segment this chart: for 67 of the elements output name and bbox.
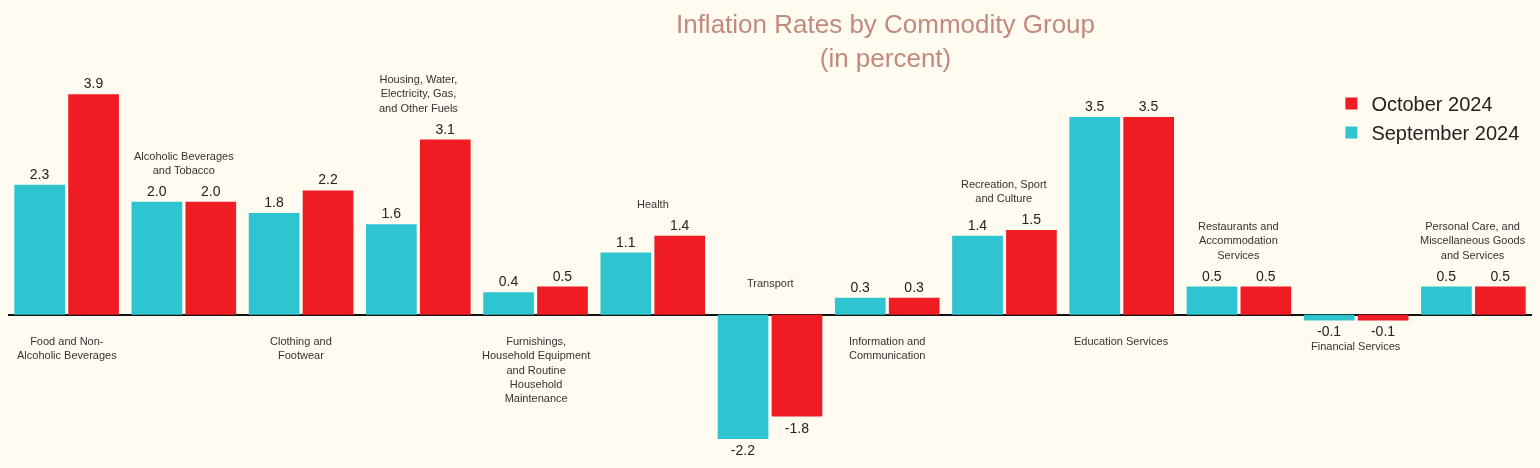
legend-label: September 2024 (1371, 122, 1520, 145)
x-tick-label: Personal Care, and Miscellaneous Goods and Services (1420, 220, 1526, 261)
bar (888, 297, 940, 315)
data-label: -1.8 (784, 419, 810, 436)
x-tick-label: Information and Communication (849, 335, 926, 362)
bar (131, 201, 183, 315)
data-label: 2.2 (318, 171, 338, 188)
x-tick-label: Restaurants and Accommodation Services (1198, 220, 1279, 261)
bar (771, 314, 823, 417)
bar (1421, 286, 1472, 315)
bar (483, 292, 534, 315)
data-label: 1.5 (1021, 210, 1042, 227)
bar (600, 252, 652, 315)
x-tick-label: Housing, Water, Electricity, Gas, and Other Fuels (379, 73, 459, 114)
data-label: 0.5 (1256, 267, 1276, 284)
data-label: 1.8 (264, 194, 284, 211)
bar (248, 213, 300, 315)
data-label: 0.5 (1436, 267, 1457, 284)
bar (302, 190, 354, 315)
data-label: 0.5 (1490, 267, 1511, 284)
data-label: 0.3 (850, 278, 871, 295)
bar (366, 224, 417, 315)
bar (1475, 286, 1526, 315)
bar (68, 94, 119, 315)
data-label: 2.0 (147, 182, 167, 199)
bar (537, 286, 588, 315)
legend-label: October 2024 (1371, 93, 1493, 116)
bar (1069, 116, 1121, 315)
bar (14, 184, 65, 315)
x-tick-label: Transport (747, 277, 794, 289)
data-label: 3.5 (1138, 97, 1159, 114)
x-tick-label: Clothing and Footwear (270, 335, 332, 362)
data-label: 2.3 (29, 165, 50, 182)
data-label: 2.0 (200, 182, 221, 199)
x-tick-label: Furnishings, Household Equipment and Routine Household Maintenance (482, 335, 591, 405)
bar (834, 297, 886, 315)
data-label: 0.5 (1202, 267, 1222, 284)
data-label: 3.1 (435, 120, 456, 137)
bar (419, 139, 471, 315)
data-label: -0.1 (1370, 323, 1396, 340)
bar (185, 201, 237, 315)
x-tick-label: Education Services (1074, 335, 1169, 347)
bar (1240, 286, 1292, 315)
data-label: 3.9 (83, 75, 104, 92)
x-tick-label: Food and Non-Alcoholic Beverages (17, 335, 118, 362)
data-label: 3.5 (1084, 97, 1105, 114)
bar (717, 314, 769, 440)
bar (1123, 116, 1174, 315)
bar (952, 235, 1003, 315)
data-label: 0.3 (904, 278, 925, 295)
bar (654, 235, 706, 315)
data-label: 1.6 (381, 205, 402, 222)
data-label: 1.4 (669, 216, 690, 233)
bar (1006, 229, 1057, 315)
x-tick-label: Health (637, 198, 669, 210)
data-label: 0.4 (498, 273, 519, 290)
data-label: 1.1 (615, 233, 636, 250)
x-tick-label: Financial Services (1311, 340, 1401, 352)
bar (1186, 286, 1238, 315)
data-label: -2.2 (730, 442, 756, 459)
chart-subtitle: (in percent) (819, 42, 952, 73)
chart-title: Inflation Rates by Commodity Group (675, 8, 1096, 39)
x-tick-label: Alcoholic Beverages and Tobacco (134, 150, 235, 177)
data-label: 1.4 (967, 216, 988, 233)
data-label: -0.1 (1317, 323, 1342, 340)
data-label: 0.5 (552, 267, 573, 284)
x-tick-label: Recreation, Sport and Culture (961, 178, 1047, 205)
